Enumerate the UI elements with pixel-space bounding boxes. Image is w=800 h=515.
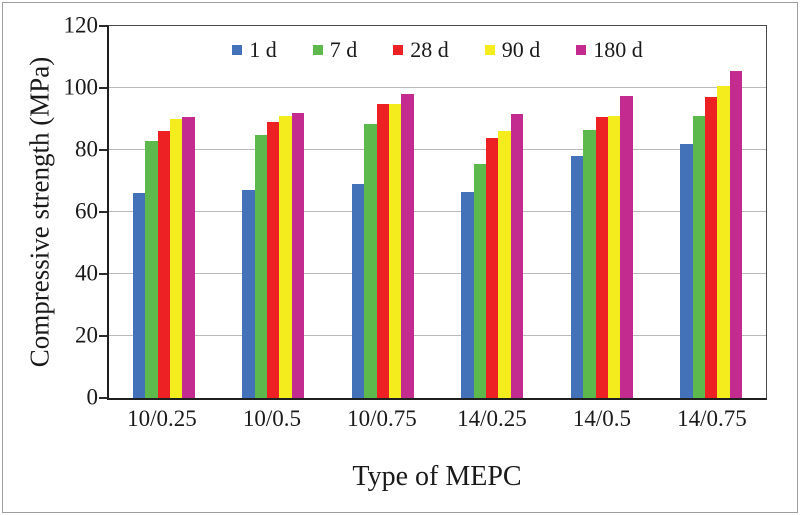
legend-item: 180 d <box>576 39 643 61</box>
legend-swatch <box>312 45 323 55</box>
bar <box>182 117 195 398</box>
legend: 1 d 7 d 28 d 90 d 180 d <box>109 39 766 61</box>
bar <box>510 114 524 398</box>
bar-group <box>109 26 219 398</box>
gridline <box>109 87 766 88</box>
gridline <box>109 273 766 274</box>
bar <box>267 122 280 398</box>
y-tick-label: 80 <box>75 136 98 162</box>
legend-label: 28 d <box>410 37 449 62</box>
x-category-label: 14/0.5 <box>572 406 632 431</box>
bar <box>583 129 596 398</box>
bar <box>570 156 584 398</box>
bar <box>607 115 621 398</box>
y-tick-label: 20 <box>75 322 98 348</box>
y-tick-mark <box>99 25 108 27</box>
y-tick-label: 60 <box>75 198 98 224</box>
y-tick-mark <box>99 211 108 213</box>
bar <box>729 70 743 398</box>
x-category-label: 10/0.5 <box>242 406 302 431</box>
bar <box>692 115 706 398</box>
bar <box>254 134 268 398</box>
bar-group <box>438 26 548 398</box>
y-tick-mark <box>99 397 108 399</box>
y-tick-label: 0 <box>86 384 99 410</box>
bar-group <box>219 26 329 398</box>
y-tick-mark <box>99 273 108 275</box>
legend-item: 7 d <box>312 37 358 62</box>
bar <box>242 190 255 398</box>
bar <box>498 131 511 398</box>
bar <box>376 103 389 398</box>
x-category-label: 10/0.25 <box>127 406 197 431</box>
bar <box>364 123 377 398</box>
bar <box>388 103 402 398</box>
bar <box>351 184 365 398</box>
legend-label: 180 d <box>593 37 643 62</box>
plot-area: 1 d 7 d 28 d 90 d 180 d <box>107 25 767 400</box>
bar <box>486 137 499 398</box>
bar <box>595 117 608 398</box>
bar <box>157 131 170 398</box>
legend-label: 90 d <box>501 37 541 62</box>
bar <box>680 143 693 398</box>
gridlines <box>109 26 766 398</box>
bar <box>461 191 474 398</box>
x-category-label: 14/0.75 <box>677 406 747 431</box>
legend-swatch <box>393 45 404 55</box>
x-category-label: 14/0.25 <box>457 406 527 431</box>
y-tick-mark <box>99 149 108 151</box>
bar <box>145 140 158 398</box>
x-axis-title: Type of MEPC <box>352 461 522 492</box>
legend-label: 7 d <box>329 37 358 62</box>
gridline <box>109 335 766 336</box>
bar <box>401 94 414 398</box>
y-tick-label: 120 <box>63 12 99 38</box>
legend-swatch <box>576 45 587 55</box>
y-tick-mark <box>99 87 108 89</box>
bar <box>279 115 292 398</box>
gridline <box>109 149 766 150</box>
bar-groups <box>109 26 766 398</box>
bar <box>291 112 305 398</box>
legend-item: 1 d <box>232 39 277 61</box>
gridline <box>109 211 766 212</box>
bar <box>473 163 487 398</box>
bar-group <box>547 26 657 398</box>
legend-label: 1 d <box>249 37 277 62</box>
bar-group <box>328 26 438 398</box>
legend-item: 28 d <box>393 39 449 61</box>
y-tick-mark <box>99 335 108 337</box>
bar-group <box>657 26 767 398</box>
bar <box>169 119 183 398</box>
legend-swatch <box>232 45 243 55</box>
bar <box>705 97 718 398</box>
bar <box>717 86 730 398</box>
x-category-label: 10/0.75 <box>347 406 417 431</box>
legend-swatch <box>484 45 495 55</box>
x-axis-labels: 10/0.25 10/0.5 10/0.75 14/0.25 14/0.5 14/0.75 <box>107 406 767 432</box>
legend-item: 90 d <box>484 37 541 62</box>
bar <box>620 95 633 398</box>
bar <box>132 193 146 398</box>
y-tick-label: 100 <box>63 74 99 100</box>
y-tick-label: 40 <box>75 260 98 286</box>
